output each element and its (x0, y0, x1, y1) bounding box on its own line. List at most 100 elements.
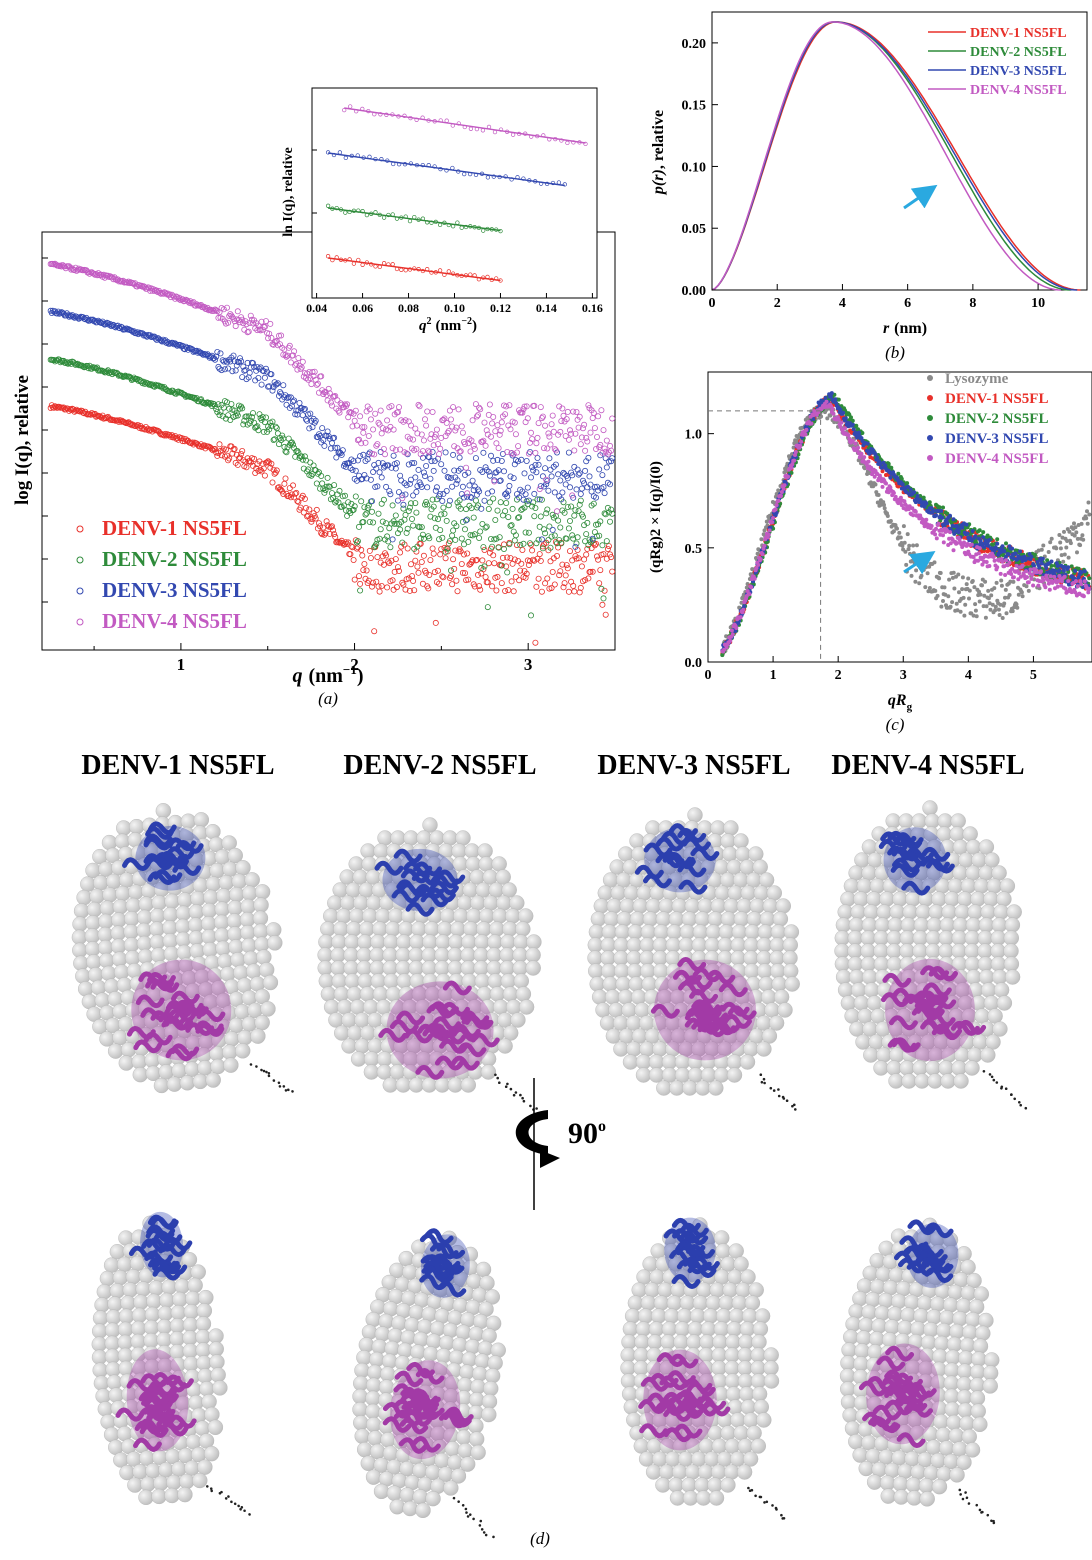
data-point (549, 534, 554, 539)
data-point (477, 535, 482, 540)
bead-sphere (466, 909, 481, 924)
data-point (552, 533, 557, 538)
data-point (598, 568, 603, 573)
panel-b-arrow (904, 190, 930, 208)
data-point (485, 605, 490, 610)
data-point (526, 451, 531, 456)
data-point (1062, 530, 1066, 534)
data-point (574, 409, 579, 414)
bead-sphere (463, 922, 478, 937)
data-point (957, 590, 961, 594)
data-point (967, 597, 971, 601)
data-point (607, 519, 612, 524)
data-point (430, 546, 435, 551)
bead-sphere (483, 870, 498, 885)
bead-sphere (353, 870, 368, 885)
data-point (391, 427, 396, 432)
data-point (882, 503, 886, 507)
x-tick-label: 1 (770, 668, 777, 683)
data-point (536, 576, 541, 581)
bead-sphere (336, 909, 351, 924)
data-point (923, 585, 927, 589)
data-point (385, 585, 390, 590)
legend-label: DENV-2 NS5FL (970, 45, 1067, 60)
pr-curve (712, 22, 1061, 290)
inset-y-axis-label: ln I(q), relative (281, 147, 296, 237)
data-point (922, 496, 926, 500)
data-point (1086, 590, 1090, 594)
x-tick-label: 0 (709, 296, 716, 311)
data-point (939, 509, 943, 513)
data-point (862, 455, 866, 459)
data-point (375, 442, 380, 447)
data-point (949, 541, 953, 545)
bead-sphere (385, 922, 400, 937)
data-point (369, 509, 374, 514)
data-point (981, 530, 985, 534)
data-point (519, 561, 524, 566)
linker-dot (265, 1071, 268, 1074)
data-point (728, 639, 732, 643)
legend-marker (77, 619, 83, 625)
data-point (494, 441, 499, 446)
data-point (460, 430, 465, 435)
data-point (393, 513, 398, 518)
data-point (916, 494, 920, 498)
data-point (460, 484, 465, 489)
data-point (579, 486, 584, 491)
legend-label: DENV-4 NS5FL (102, 609, 247, 633)
data-point (597, 467, 602, 472)
data-point (844, 416, 848, 420)
bead-sphere (362, 857, 377, 872)
bead-sphere (374, 844, 389, 859)
data-point (421, 438, 426, 443)
data-point (585, 485, 590, 490)
data-point (401, 502, 406, 507)
data-point (442, 468, 447, 473)
data-point (584, 532, 589, 537)
y-tick-label: 0.05 (682, 222, 707, 237)
data-point (1079, 570, 1083, 574)
data-point (297, 400, 302, 405)
data-point (995, 537, 999, 541)
data-point (1018, 549, 1022, 553)
data-point (1049, 574, 1053, 578)
data-point (371, 427, 376, 432)
data-point (1011, 609, 1015, 613)
bead-sphere (513, 935, 528, 950)
data-point (1066, 565, 1070, 569)
linker-dot (285, 1089, 288, 1092)
bead-sphere (437, 922, 452, 937)
data-point (841, 411, 845, 415)
data-point (1005, 611, 1009, 615)
data-point (315, 381, 320, 386)
data-point (884, 482, 888, 486)
panel-b-caption: (b) (885, 343, 905, 362)
data-point (1021, 564, 1025, 568)
y-tick-label: 0.5 (685, 542, 703, 557)
data-point (948, 530, 952, 534)
data-point (774, 507, 778, 511)
data-point (490, 584, 495, 589)
data-point (451, 452, 456, 457)
data-point (601, 596, 606, 601)
bead-sphere (483, 896, 498, 911)
data-point (314, 481, 319, 486)
data-point (495, 508, 500, 513)
data-point (358, 454, 363, 459)
model-title-denv1: DENV-1 NS5FL (81, 750, 274, 781)
data-point (1076, 584, 1080, 588)
data-point (779, 494, 783, 498)
data-point (906, 532, 910, 536)
data-point (775, 503, 779, 507)
data-point (1004, 588, 1008, 592)
data-point (960, 526, 964, 530)
data-point (585, 439, 590, 444)
data-point (518, 542, 523, 547)
data-point (314, 507, 319, 512)
bead-sphere (417, 831, 432, 846)
data-point (262, 375, 267, 380)
data-point (867, 460, 871, 464)
data-point (499, 420, 504, 425)
